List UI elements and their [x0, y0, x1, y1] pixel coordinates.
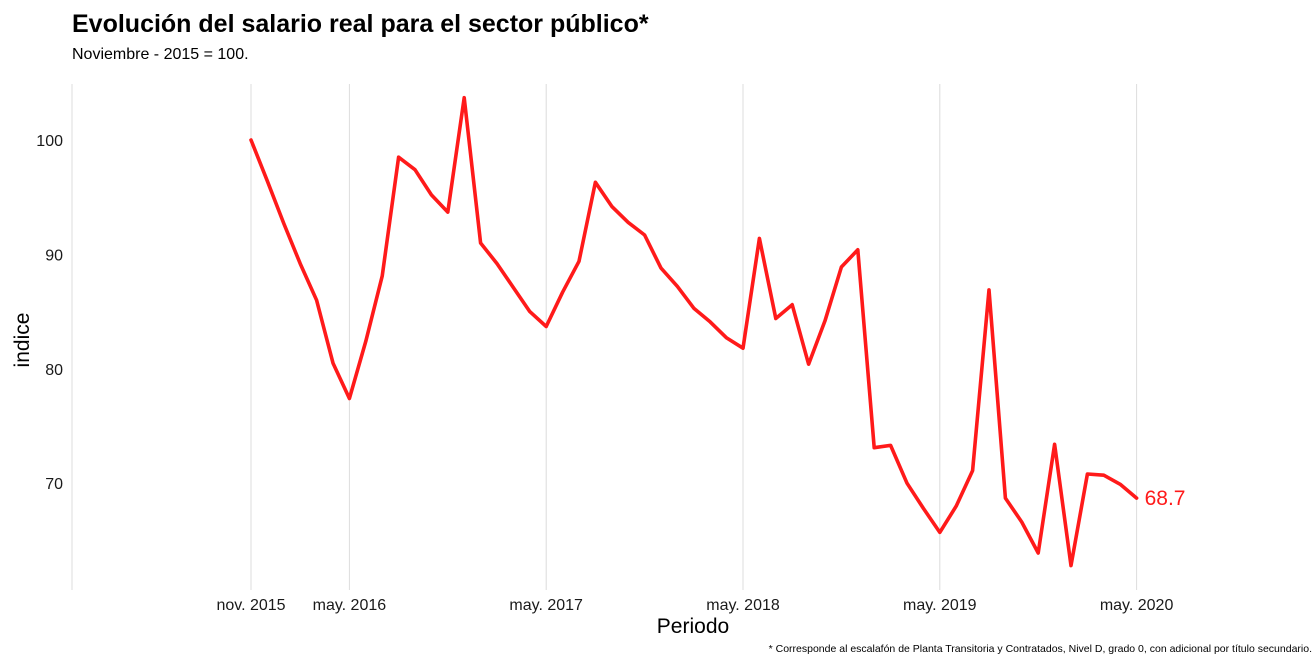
x-tick-label: may. 2020: [1100, 597, 1174, 614]
y-tick-label: 100: [36, 133, 63, 150]
y-axis-ticks: 70 80 90 100: [36, 133, 63, 493]
x-tick-label: may. 2019: [903, 597, 977, 614]
chart-subtitle: Noviembre - 2015 = 100.: [72, 46, 249, 63]
x-tick-label: may. 2017: [509, 597, 583, 614]
end-value-label: 68.7: [1145, 487, 1186, 510]
chart-title: Evolución del salario real para el secto…: [72, 10, 649, 38]
x-tick-label: nov. 2015: [216, 597, 285, 614]
x-axis-ticks: nov. 2015 may. 2016 may. 2017 may. 2018 may.…: [216, 597, 1173, 614]
x-axis-title: Periodo: [657, 615, 729, 638]
y-axis-title: indice: [11, 313, 34, 368]
x-tick-label: may. 2016: [313, 597, 387, 614]
footnote: * Corresponde al escalafón de Planta Tra…: [768, 643, 1312, 655]
y-tick-label: 90: [45, 247, 63, 264]
y-tick-label: 70: [45, 476, 63, 493]
x-tick-label: may. 2018: [706, 597, 780, 614]
series-line: [249, 95, 1139, 568]
grid-lines: [71, 84, 1138, 590]
y-tick-label: 80: [45, 362, 63, 379]
